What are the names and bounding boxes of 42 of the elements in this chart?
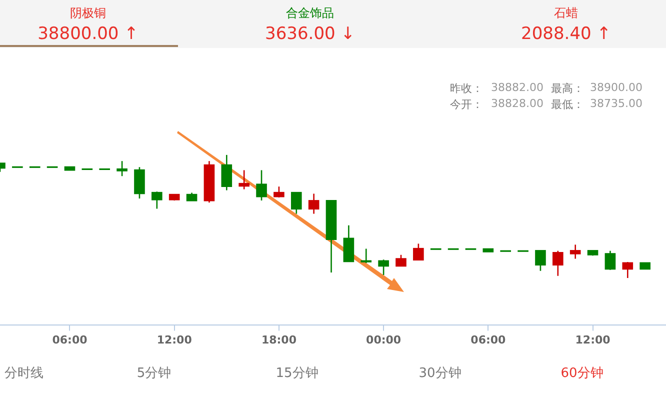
candlestick <box>622 261 634 279</box>
candlestick <box>116 160 128 177</box>
candlestick <box>221 154 232 191</box>
x-tick-label: 18:00 <box>261 333 297 346</box>
candlestick <box>570 244 581 260</box>
text: 38882.00 <box>491 81 544 94</box>
x-tick-label: 12:00 <box>156 333 192 346</box>
text: 3636.00 ↓ <box>265 24 355 44</box>
text: 分时线 <box>4 365 44 382</box>
candlestick <box>274 186 284 198</box>
text: 石蜡 <box>554 5 578 22</box>
candlestick <box>604 250 616 271</box>
candlestick <box>413 243 424 260</box>
candlestick <box>256 170 267 202</box>
text: 昨收： <box>450 81 483 96</box>
text: 38735.00 <box>590 97 642 110</box>
text: 阴极铜 <box>70 5 106 22</box>
candlestick <box>290 192 302 214</box>
text: 2088.40 ↑ <box>521 24 611 44</box>
x-tick-label: 00:00 <box>366 333 402 346</box>
text: 合金饰品 <box>286 5 334 22</box>
text: 5分钟 <box>136 365 172 382</box>
x-tick-label: 12:00 <box>575 333 611 346</box>
text: 30分钟 <box>418 365 462 382</box>
candlestick <box>308 193 320 214</box>
candlestick <box>238 170 250 190</box>
candlestick <box>552 250 564 277</box>
candlestick <box>396 254 406 267</box>
text: 38828.00 <box>491 97 544 110</box>
candlestick <box>152 190 162 210</box>
x-tick-label: 06:00 <box>52 333 88 346</box>
text: 38900.00 <box>590 81 642 94</box>
text: 38800.00 ↑ <box>38 24 138 44</box>
text: 60分钟 <box>560 365 604 382</box>
text: 15分钟 <box>276 365 318 382</box>
candlestick <box>360 248 372 264</box>
text: 今开： <box>450 97 483 112</box>
text: 最高： <box>551 81 584 96</box>
text: 最低： <box>551 97 584 112</box>
x-tick-label: 06:00 <box>470 333 506 346</box>
candlestick <box>535 250 546 272</box>
candlestick <box>378 259 389 276</box>
